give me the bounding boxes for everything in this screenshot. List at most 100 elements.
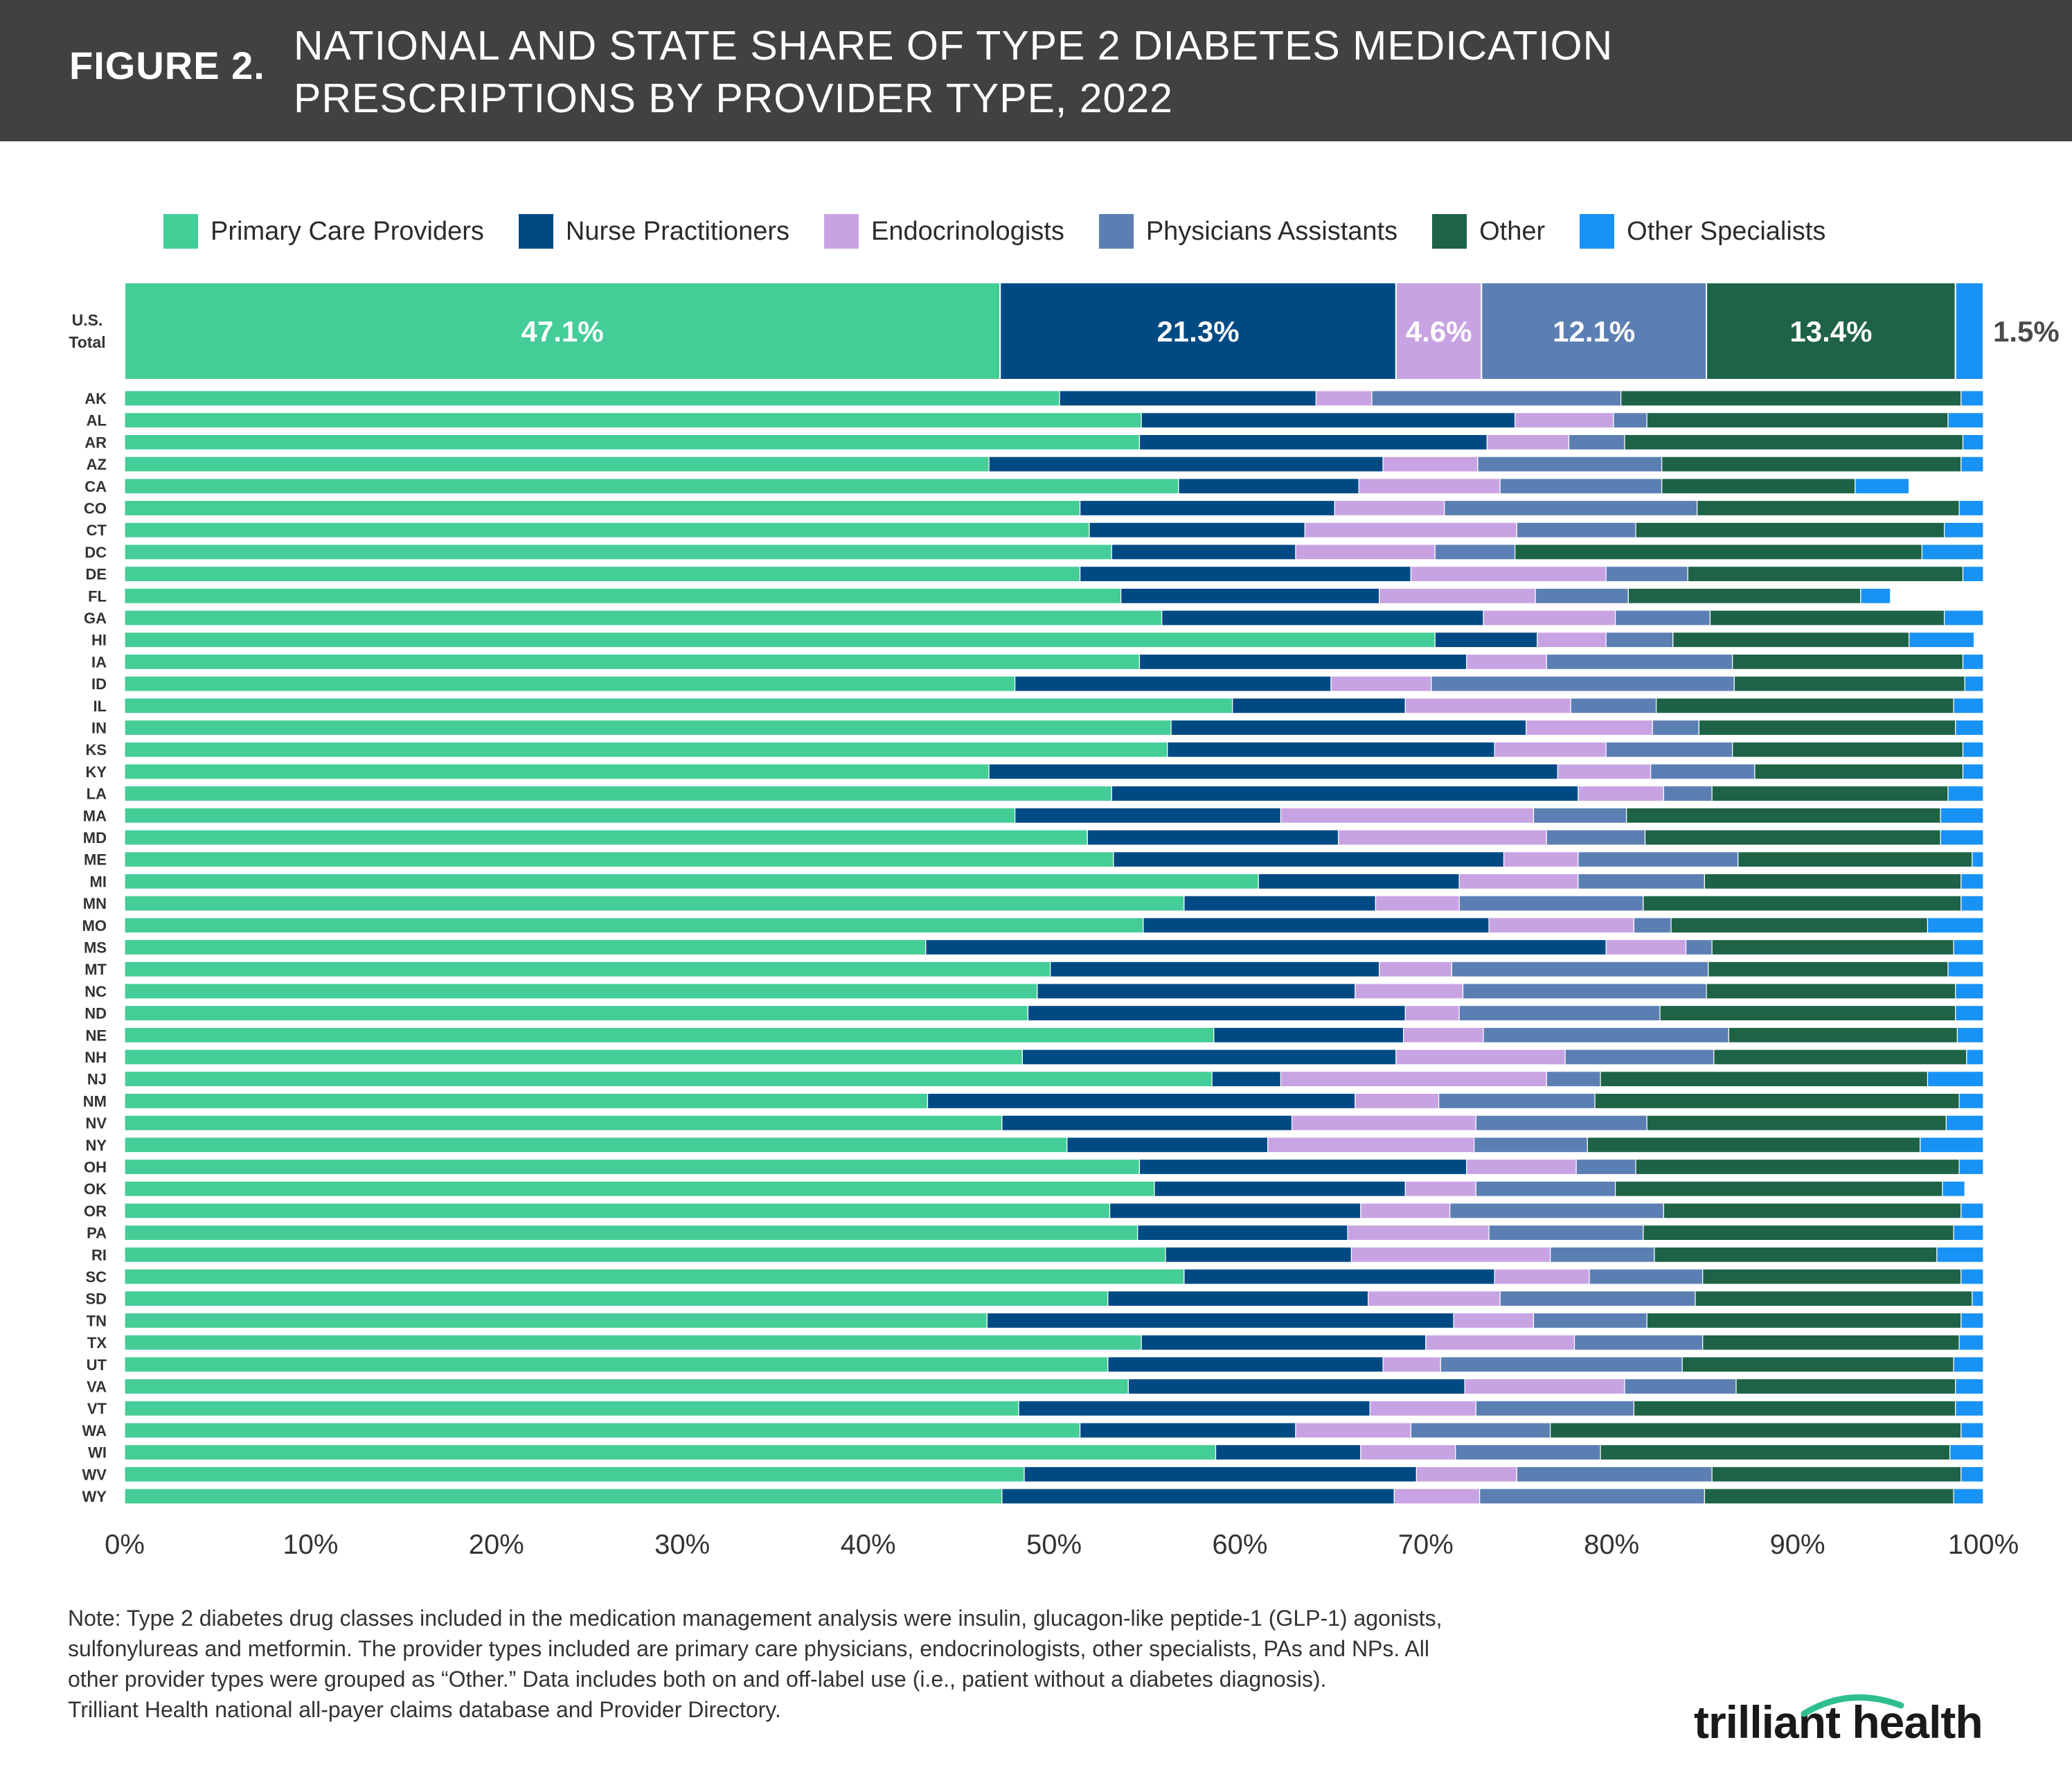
total-bar-os bbox=[1954, 282, 1984, 380]
bar-wy-other bbox=[1704, 1488, 1954, 1505]
bar-ar-other bbox=[1624, 434, 1964, 450]
bar-ut-pa bbox=[1440, 1356, 1683, 1373]
bar-il-pa bbox=[1570, 698, 1657, 714]
bar-nm-os bbox=[1958, 1092, 1984, 1110]
legend-item-np: Nurse Practitioners bbox=[518, 214, 789, 249]
bar-mo-pcp bbox=[124, 917, 1144, 934]
bar-mi-pa bbox=[1578, 873, 1705, 890]
bar-me-other bbox=[1738, 851, 1973, 868]
state-label: VT bbox=[87, 1400, 107, 1417]
bar-wv-os bbox=[1961, 1466, 1984, 1482]
state-label: HI bbox=[91, 632, 107, 649]
state-label: ID bbox=[91, 675, 107, 693]
bar-al-endo bbox=[1515, 412, 1614, 429]
state-label: MI bbox=[90, 873, 107, 890]
bar-ak-os bbox=[1961, 390, 1984, 407]
bar-tx-os bbox=[1958, 1334, 1984, 1351]
bar-ne-endo bbox=[1402, 1027, 1484, 1043]
total-bar-pa bbox=[1481, 282, 1708, 380]
bar-ia-other bbox=[1732, 653, 1964, 671]
bar-wy-endo bbox=[1393, 1488, 1481, 1505]
bar-wi-endo bbox=[1360, 1444, 1456, 1461]
bar-dc-pcp bbox=[124, 544, 1112, 560]
bar-ca-endo bbox=[1358, 478, 1501, 495]
state-label: CO bbox=[84, 500, 107, 517]
bar-nj-endo bbox=[1280, 1071, 1547, 1088]
bar-nd-endo bbox=[1404, 1004, 1460, 1022]
bar-ct-pcp bbox=[124, 522, 1090, 538]
bar-oh-pa bbox=[1575, 1158, 1636, 1176]
bar-wa-endo bbox=[1295, 1422, 1411, 1439]
bar-oh-pcp bbox=[124, 1158, 1141, 1176]
bar-ar-np bbox=[1138, 434, 1488, 450]
legend-swatch-np bbox=[518, 214, 553, 249]
bar-ma-pcp bbox=[124, 807, 1016, 824]
bar-sc-pcp bbox=[124, 1268, 1185, 1285]
bar-ks-pa bbox=[1605, 741, 1733, 758]
bar-pa-os bbox=[1953, 1224, 1984, 1241]
bar-ks-os bbox=[1962, 741, 1984, 758]
bar-mo-np bbox=[1143, 917, 1490, 934]
bar-co-pa bbox=[1444, 499, 1698, 517]
bar-al-pa bbox=[1613, 412, 1647, 429]
x-tick-label: 100% bbox=[1948, 1529, 2019, 1560]
bar-nj-os bbox=[1927, 1071, 1984, 1088]
bar-nc-np bbox=[1037, 983, 1356, 1000]
bar-ri-endo bbox=[1350, 1246, 1551, 1263]
footnote-line3: other provider types were grouped as “Ot… bbox=[68, 1667, 1327, 1692]
bar-or-pcp bbox=[124, 1203, 1111, 1219]
bar-nh-pa bbox=[1564, 1049, 1715, 1065]
bar-ny-np bbox=[1066, 1137, 1269, 1153]
state-label: DE bbox=[85, 566, 107, 583]
bar-wi-pcp bbox=[124, 1444, 1217, 1461]
bar-hi-pa bbox=[1605, 632, 1674, 648]
footnote-line4: Trilliant Health national all-payer clai… bbox=[68, 1697, 781, 1722]
x-tick-label: 30% bbox=[654, 1529, 710, 1560]
bar-md-endo bbox=[1338, 829, 1547, 846]
bar-mi-endo bbox=[1458, 873, 1579, 890]
total-bar-other bbox=[1706, 282, 1956, 380]
x-tick-label: 70% bbox=[1398, 1529, 1454, 1560]
bar-tn-other bbox=[1646, 1312, 1962, 1329]
state-label: MS bbox=[84, 939, 107, 957]
logo-swoosh-icon bbox=[1801, 1694, 1904, 1717]
bar-wa-pa bbox=[1410, 1422, 1551, 1439]
bar-de-pcp bbox=[124, 566, 1081, 583]
state-label: OH bbox=[84, 1159, 107, 1176]
bar-ut-other bbox=[1681, 1356, 1954, 1373]
bar-md-other bbox=[1644, 829, 1941, 846]
bar-mo-endo bbox=[1488, 917, 1635, 934]
bar-ms-pa bbox=[1685, 939, 1713, 956]
figure-title: NATIONAL AND STATE SHARE OF TYPE 2 DIABE… bbox=[294, 19, 2025, 125]
bar-wa-np bbox=[1079, 1422, 1296, 1439]
bar-ky-endo bbox=[1557, 763, 1652, 780]
bar-tx-other bbox=[1702, 1334, 1960, 1351]
bar-fl-endo bbox=[1379, 587, 1536, 604]
bar-vt-os bbox=[1955, 1400, 1984, 1417]
x-tick-label: 90% bbox=[1770, 1529, 1825, 1560]
bar-tn-np bbox=[986, 1312, 1454, 1329]
bar-ga-os bbox=[1944, 610, 1984, 626]
bar-wv-endo bbox=[1415, 1466, 1517, 1482]
bar-ia-pcp bbox=[124, 653, 1141, 671]
bar-nm-other bbox=[1594, 1092, 1960, 1110]
bar-pa-np bbox=[1137, 1224, 1348, 1241]
legend-item-pa: Physicians Assistants bbox=[1098, 214, 1397, 249]
bar-sc-endo bbox=[1494, 1268, 1590, 1285]
total-value-label-np: 21.3% bbox=[1156, 315, 1239, 348]
bar-id-other bbox=[1733, 675, 1965, 692]
figure-label: FIGURE 2. bbox=[69, 44, 265, 87]
bar-la-np bbox=[1111, 785, 1579, 802]
state-label: NH bbox=[84, 1049, 107, 1066]
bar-ga-endo bbox=[1483, 610, 1616, 626]
bar-de-np bbox=[1079, 566, 1411, 583]
bar-nc-pa bbox=[1462, 983, 1707, 1000]
bar-ga-pa bbox=[1614, 610, 1711, 626]
bar-ut-os bbox=[1953, 1356, 1984, 1373]
legend-swatch-os bbox=[1580, 214, 1615, 249]
bar-nh-pcp bbox=[124, 1049, 1023, 1065]
bar-ga-np bbox=[1161, 610, 1484, 626]
bar-va-other bbox=[1735, 1378, 1956, 1395]
bar-ma-pa bbox=[1533, 807, 1627, 824]
bar-nj-pcp bbox=[124, 1071, 1213, 1088]
